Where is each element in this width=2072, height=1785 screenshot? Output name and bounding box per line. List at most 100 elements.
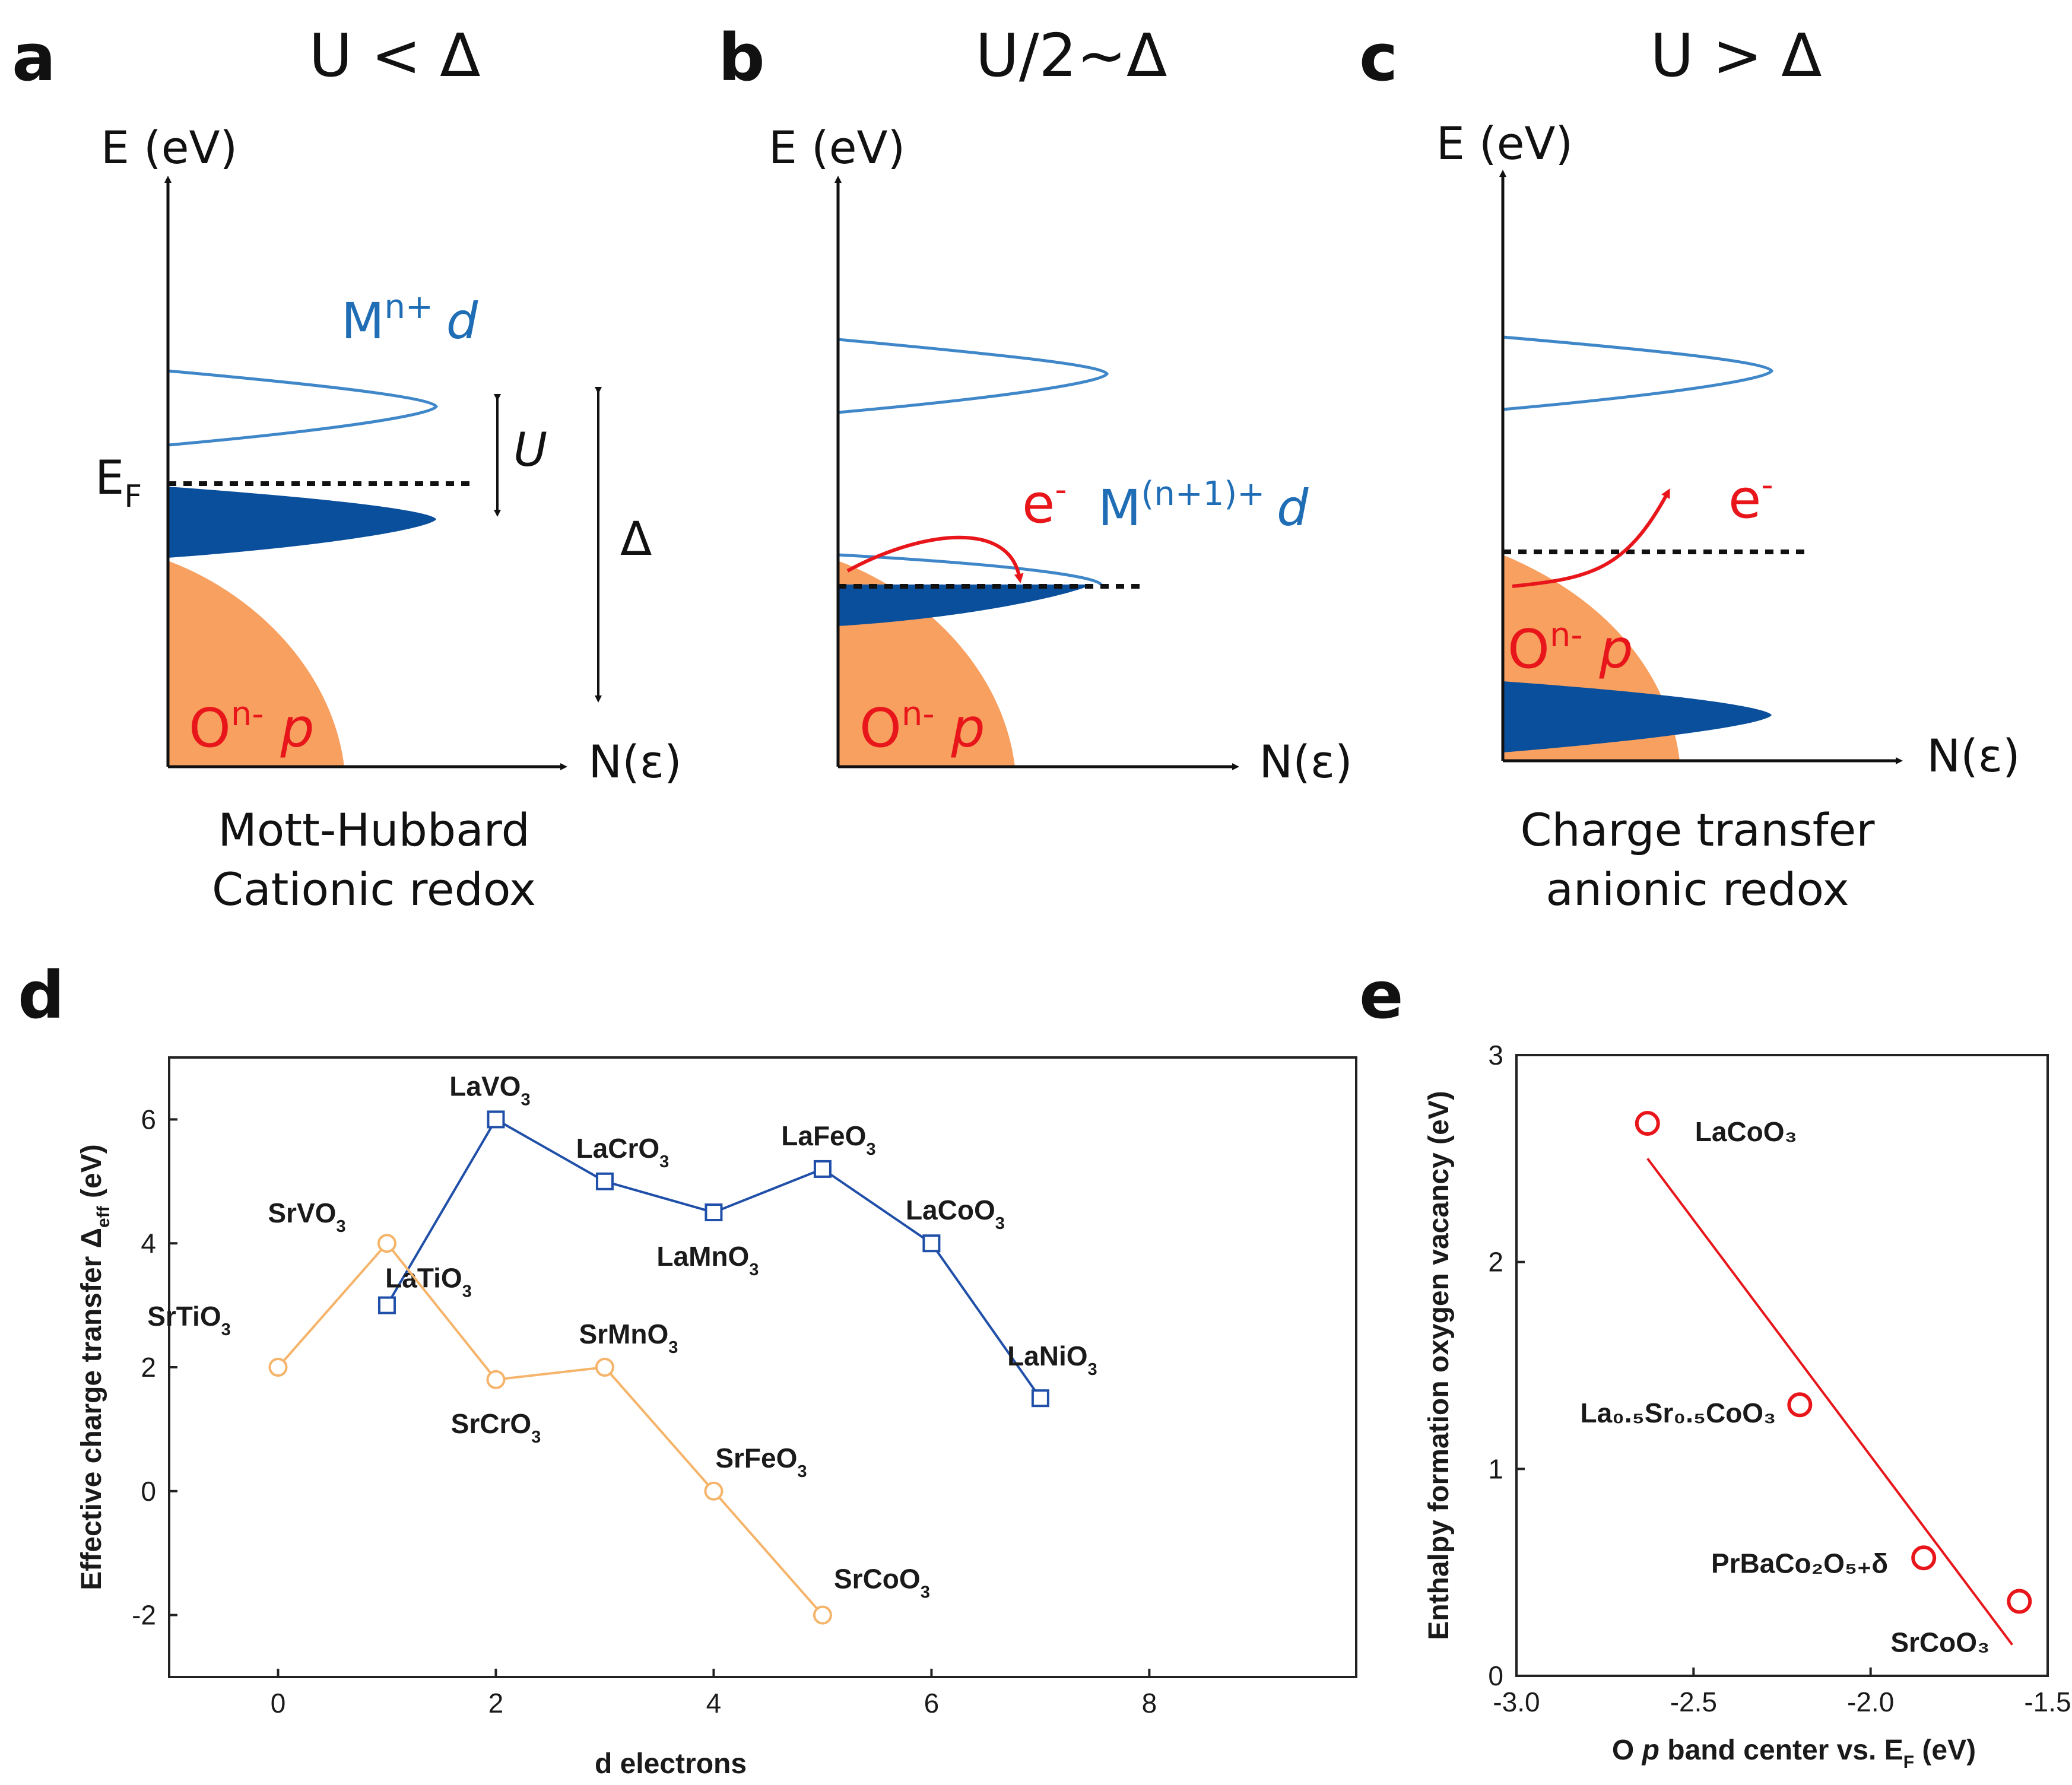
data-point (813, 1605, 832, 1625)
fit-line (1646, 1158, 2013, 1646)
data-label: LaCoO₃ (1695, 1116, 1797, 1147)
data-label: SrMnO3 (579, 1319, 678, 1357)
y-axis-label: Enthalpy formation oxygen vacancy (eV) (1423, 1091, 1455, 1640)
data-label: SrCrO3 (451, 1408, 541, 1447)
data-label: SrCoO3 (834, 1564, 930, 1602)
series-line (277, 1241, 824, 1616)
data-label: LaCoO3 (906, 1195, 1005, 1233)
panel-a-caption-line1: Mott-Hubbard (218, 803, 530, 856)
x-tick-label: 6 (924, 1688, 940, 1719)
x-tick-label: 8 (1142, 1688, 1157, 1719)
panel-a-title: U < Δ (309, 21, 481, 90)
data-point (377, 1296, 396, 1314)
panel-b-y-axis-label: E (eV) (769, 121, 905, 174)
mn-d-label: Mn+ d (341, 288, 478, 350)
u-label: U (513, 424, 547, 477)
y-tick-label: 3 (1488, 1040, 1503, 1071)
panel-e: e -3.0 -2.5 -2.0 -1.5 0 1 2 3 O p band center vs… (1359, 957, 2071, 1772)
panel-c: c U > Δ E (eV) N(ε) e- On-p Charge trans… (1359, 20, 2020, 916)
data-label: SrVO3 (268, 1198, 345, 1236)
data-label: LaMnO3 (656, 1241, 759, 1279)
o-p-band (168, 561, 344, 767)
panel-c-title: U > Δ (1651, 21, 1822, 90)
data-point (595, 1172, 614, 1190)
panel-a-x-axis-label: N(ε) (588, 735, 681, 788)
data-label: SrCoO₃ (1890, 1627, 1989, 1657)
data-label: LaVO3 (449, 1071, 530, 1109)
filled-d-band (1503, 681, 1772, 752)
delta-label: Δ (620, 513, 652, 566)
data-point (704, 1481, 724, 1501)
x-tick-label: -3.0 (1493, 1686, 1540, 1717)
plot-frame (168, 1056, 1357, 1678)
panel-letter-b: b (718, 20, 765, 96)
x-tick-label: -1.5 (2024, 1686, 2071, 1717)
panel-letter-e: e (1359, 957, 1404, 1033)
x-axis-label: d electrons (595, 1748, 747, 1780)
plot-frame (1515, 1054, 2049, 1677)
data-label: SrFeO3 (715, 1443, 807, 1481)
y-tick-label: 0 (141, 1476, 156, 1507)
electron-excitation-arrow (1512, 488, 1670, 588)
x-tick-label: 2 (488, 1688, 504, 1719)
panel-letter-c: c (1359, 20, 1398, 96)
empty-d-band (167, 369, 439, 447)
o-p-label: On-p (189, 695, 315, 760)
electron-label: e- (1022, 471, 1067, 535)
y-axis-label: Effective charge transfer Δeff (eV) (76, 1144, 113, 1590)
panel-d: d 0 2 4 6 8 -2 0 2 4 6 d electrons Effective charge… (18, 957, 1357, 1780)
y-tick-label: 6 (141, 1104, 156, 1135)
panel-c-caption-line1: Charge transfer (1520, 803, 1875, 856)
y-tick-label: 1 (1488, 1453, 1503, 1484)
data-point (1031, 1389, 1049, 1408)
x-tick-label: -2.5 (1670, 1686, 1717, 1717)
data-point (377, 1234, 396, 1253)
panel-c-caption-line2: anionic redox (1546, 863, 1849, 916)
filled-d-band (168, 487, 436, 558)
panel-b: b U/2∼Δ E (eV) N(ε) e- M(n+1)+ d On-p (718, 20, 1353, 788)
electron-label: e- (1728, 466, 1773, 531)
data-label: SrTiO3 (147, 1301, 231, 1339)
empty-d-band-upper (837, 338, 1109, 414)
panel-a-caption-line2: Cationic redox (212, 863, 536, 916)
o-p-label: On-p (859, 695, 985, 760)
mn1-d-label: M(n+1)+ d (1098, 475, 1309, 537)
y-tick-label: 2 (1488, 1247, 1503, 1278)
data-label: LaCrO3 (576, 1133, 669, 1171)
y-tick-label: 0 (1488, 1660, 1503, 1691)
o-p-label: On-p (1508, 616, 1633, 681)
data-point (595, 1358, 614, 1377)
empty-d-band (1502, 335, 1774, 411)
data-label: PrBaCo₂O₅₊δ (1711, 1548, 1888, 1578)
data-point (487, 1110, 505, 1129)
data-point (813, 1160, 832, 1178)
data-label: La₀.₅Sr₀.₅CoO₃ (1580, 1397, 1776, 1428)
chart-d: 0 2 4 6 8 -2 0 2 4 6 d electrons Effective charge t… (76, 1056, 1357, 1780)
data-point (1787, 1392, 1813, 1418)
x-tick-label: 0 (271, 1688, 286, 1719)
data-label: LaFeO3 (781, 1120, 875, 1159)
panel-c-y-axis-label: E (eV) (1436, 117, 1573, 170)
filled-d-band (838, 585, 1092, 626)
electron-transfer-arrow (846, 535, 1024, 583)
data-point (922, 1234, 941, 1253)
panel-letter-d: d (18, 957, 65, 1033)
y-tick-label: 2 (141, 1352, 156, 1383)
panel-b-x-axis-label: N(ε) (1259, 735, 1352, 788)
partial-d-band-outline (837, 553, 1103, 586)
y-tick-label: 4 (141, 1228, 156, 1259)
data-point (486, 1370, 506, 1389)
x-tick-label: 4 (706, 1688, 722, 1719)
data-point (705, 1203, 723, 1221)
panel-a: a U < Δ E (eV) N(ε) EF U Δ Mn+ d On-p Mot… (12, 20, 682, 916)
panel-c-x-axis-label: N(ε) (1927, 729, 2020, 782)
panel-letter-a: a (12, 20, 56, 96)
panel-a-y-axis-label: E (eV) (101, 121, 237, 174)
data-label: LaNiO3 (1007, 1341, 1097, 1379)
data-point (2007, 1589, 2032, 1614)
x-tick-label: -2.0 (1847, 1686, 1894, 1717)
panel-b-title: U/2∼Δ (976, 21, 1167, 90)
data-point (1635, 1111, 1660, 1136)
data-point (1911, 1545, 1937, 1571)
